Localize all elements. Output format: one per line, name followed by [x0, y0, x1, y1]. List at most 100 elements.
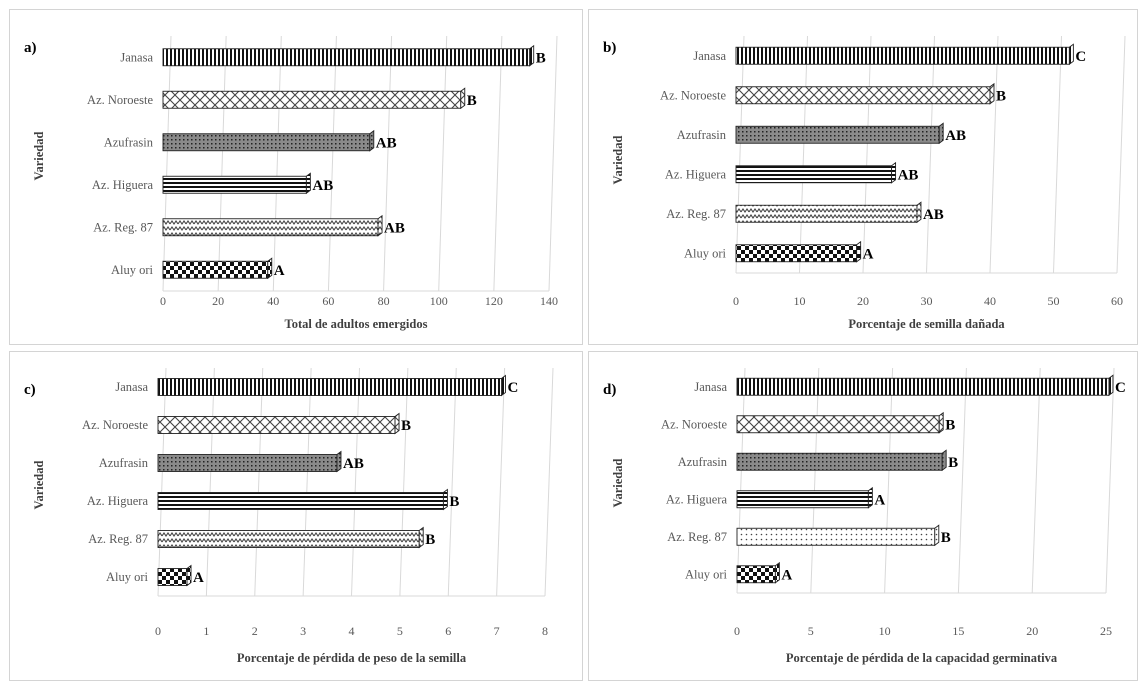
- bar-end-cap: [377, 214, 383, 237]
- group-letter-label: A: [193, 570, 204, 586]
- category-label: Az. Noroeste: [661, 417, 727, 431]
- bar: [735, 204, 918, 223]
- x-tick-label: 50: [1048, 294, 1060, 308]
- x-tick-label: 5: [808, 624, 814, 638]
- group-letter-label: A: [863, 246, 874, 262]
- bar: [736, 377, 1110, 396]
- category-label: Janasa: [115, 380, 148, 394]
- x-tick-label: 140: [540, 294, 558, 308]
- bar: [157, 492, 444, 510]
- bar-end-cap: [916, 201, 922, 224]
- bar-end-cap: [774, 561, 780, 584]
- group-letter-label: B: [941, 530, 951, 546]
- gridline: [399, 367, 409, 597]
- x-tick-label: 7: [494, 624, 500, 638]
- gridline: [957, 367, 967, 594]
- bar: [162, 175, 307, 194]
- gridline: [810, 367, 820, 594]
- bar-end-cap: [989, 82, 995, 105]
- gridline: [884, 367, 894, 594]
- gridline: [736, 367, 746, 594]
- x-tick-label: 20: [212, 294, 224, 308]
- gridline: [989, 35, 999, 274]
- gridline: [862, 35, 872, 274]
- x-tick-label: 3: [300, 624, 306, 638]
- bar: [162, 260, 269, 279]
- bar: [736, 565, 776, 584]
- category-label: Az. Reg. 87: [88, 532, 148, 546]
- category-label: Janasa: [694, 380, 727, 394]
- category-label: Az. Noroeste: [87, 93, 153, 107]
- group-letter-label: B: [401, 418, 411, 434]
- category-label: Azufrasin: [678, 455, 728, 469]
- gridline: [327, 35, 337, 292]
- bar: [736, 415, 940, 434]
- chart-svg: a) 0 20 40 60 80 100 120 140 Janasa B Az. Noroeste B…: [24, 35, 558, 331]
- bar: [162, 90, 462, 109]
- x-axis-title: Total de adultos emergidos: [285, 317, 428, 331]
- gridline: [496, 367, 506, 597]
- x-tick-label: 0: [734, 624, 740, 638]
- bar-end-cap: [501, 374, 506, 397]
- category-label: Aluy ori: [685, 567, 728, 581]
- gridline: [1116, 35, 1126, 274]
- gridline: [544, 367, 554, 597]
- x-tick-label: 5: [397, 624, 403, 638]
- bar: [736, 490, 869, 509]
- bar-end-cap: [186, 564, 192, 587]
- panel-label: b): [603, 40, 616, 56]
- gridline: [254, 367, 264, 597]
- bar-end-cap: [369, 129, 375, 152]
- chart-panel-c: c) 0 1 2 3 4 5 6 7 8 Janasa C Az. Noroeste B Azufrasin…: [9, 351, 583, 681]
- bar: [736, 527, 936, 546]
- x-tick-label: 8: [542, 624, 548, 638]
- bar: [157, 454, 338, 472]
- bar: [162, 218, 379, 237]
- x-tick-label: 0: [160, 294, 166, 308]
- bar-end-cap: [529, 44, 535, 67]
- gridline: [205, 367, 215, 597]
- group-letter-label: AB: [376, 135, 397, 151]
- bar: [157, 568, 188, 586]
- category-label: Azufrasin: [677, 128, 727, 142]
- x-tick-label: 2: [252, 624, 258, 638]
- bar: [735, 125, 940, 144]
- bar: [162, 133, 371, 152]
- x-tick-label: 20: [1026, 624, 1038, 638]
- group-letter-label: B: [945, 417, 955, 433]
- bar: [735, 165, 893, 184]
- chart-svg: d) 0 5 10 15 20 25 Janasa C Az. Noroeste B Azufrasi…: [603, 367, 1126, 665]
- gridline: [351, 367, 360, 597]
- bar-end-cap: [934, 524, 940, 547]
- panel-label: c): [24, 382, 36, 398]
- bar: [157, 378, 502, 396]
- gridline: [438, 35, 448, 292]
- y-axis-title: Variedad: [611, 136, 625, 185]
- x-tick-label: 10: [794, 294, 806, 308]
- group-letter-label: AB: [898, 167, 919, 183]
- group-letter-label: C: [507, 380, 518, 396]
- bar: [736, 452, 943, 471]
- gridline: [548, 35, 558, 292]
- chart-svg: c) 0 1 2 3 4 5 6 7 8 Janasa C Az. Noroeste B Azufrasin…: [24, 367, 554, 665]
- group-letter-label: C: [1115, 380, 1126, 396]
- gridline: [157, 367, 167, 597]
- category-label: Aluy ori: [684, 246, 727, 260]
- bar-end-cap: [442, 488, 448, 511]
- y-axis-title: Variedad: [32, 461, 46, 510]
- x-tick-label: 30: [921, 294, 933, 308]
- gridline: [735, 35, 745, 274]
- category-label: Azufrasin: [99, 456, 149, 470]
- group-letter-label: B: [948, 455, 958, 471]
- gridline: [217, 35, 227, 292]
- bar-end-cap: [460, 87, 466, 110]
- gridline: [493, 35, 503, 292]
- group-letter-label: B: [467, 93, 477, 109]
- x-tick-label: 80: [378, 294, 390, 308]
- chart-svg: b) 0 10 20 30 40 50 60 Janasa C Az. Noroeste B Azufr…: [603, 35, 1126, 331]
- bar: [735, 46, 1070, 65]
- category-label: Janasa: [693, 49, 726, 63]
- bar-end-cap: [867, 486, 873, 509]
- bar-end-cap: [938, 122, 944, 145]
- x-tick-label: 100: [430, 294, 448, 308]
